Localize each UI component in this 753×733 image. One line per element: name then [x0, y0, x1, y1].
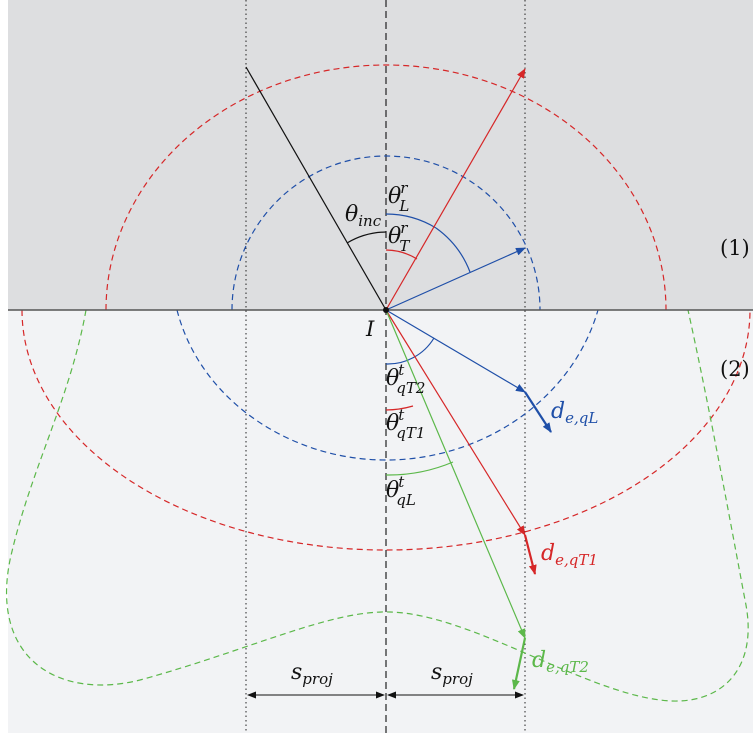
- incident-ray: [245, 66, 387, 311]
- medium-1-region: [8, 0, 753, 310]
- blue-slowness-curve-upper: [231, 155, 541, 311]
- medium-2-region: [8, 310, 753, 733]
- incidence-point: [383, 307, 389, 313]
- blue-slowness-curve-lower: [176, 309, 599, 461]
- theta-qT2-t-arc: [385, 337, 435, 365]
- reflected-T-ray: [385, 247, 526, 311]
- theta-inc-label: θinc: [345, 202, 382, 230]
- theta-qT1-t-arc: [385, 405, 414, 411]
- d-e-qT2-label: de,qT2: [532, 648, 589, 676]
- transmitted-qL-ray: [385, 309, 526, 639]
- d-e-qL-label: de,qL: [551, 399, 598, 427]
- theta-qL-t-arc: [385, 461, 454, 476]
- red-slowness-curve-upper: [105, 64, 667, 311]
- red-slowness-curve-lower: [21, 309, 751, 551]
- theta-qT1-t-label: θt qT1: [386, 406, 425, 442]
- theta-L-r-label: θr L: [388, 179, 409, 215]
- polarization-qT2-vector: [511, 637, 527, 690]
- theta-qL-t-label: θt qL: [386, 473, 416, 509]
- theta-T-r-arc-blue: [435, 227, 471, 273]
- s-proj-left-label: sproj: [291, 660, 333, 688]
- theta-L-r-arc: [385, 213, 437, 229]
- green-slowness-curve-lower: [5, 309, 749, 702]
- s-proj-right-label: sproj: [431, 660, 473, 688]
- d-e-qT1-label: de,qT1: [541, 541, 598, 569]
- medium-2-label: (2): [720, 357, 750, 381]
- theta-inc-arc: [346, 231, 387, 244]
- polarization-qT1-vector: [523, 534, 537, 575]
- theta-qT2-t-label: θt qT2: [386, 361, 425, 397]
- polarization-qL-vector: [524, 391, 552, 433]
- theta-T-r-label: θr T: [388, 219, 410, 255]
- medium-1-label: (1): [720, 236, 750, 260]
- reflected-L-ray: [385, 68, 526, 311]
- point-I-label: I: [365, 317, 375, 341]
- transmitted-qT1-ray: [385, 309, 526, 536]
- transmitted-qT2-ray: [385, 309, 526, 393]
